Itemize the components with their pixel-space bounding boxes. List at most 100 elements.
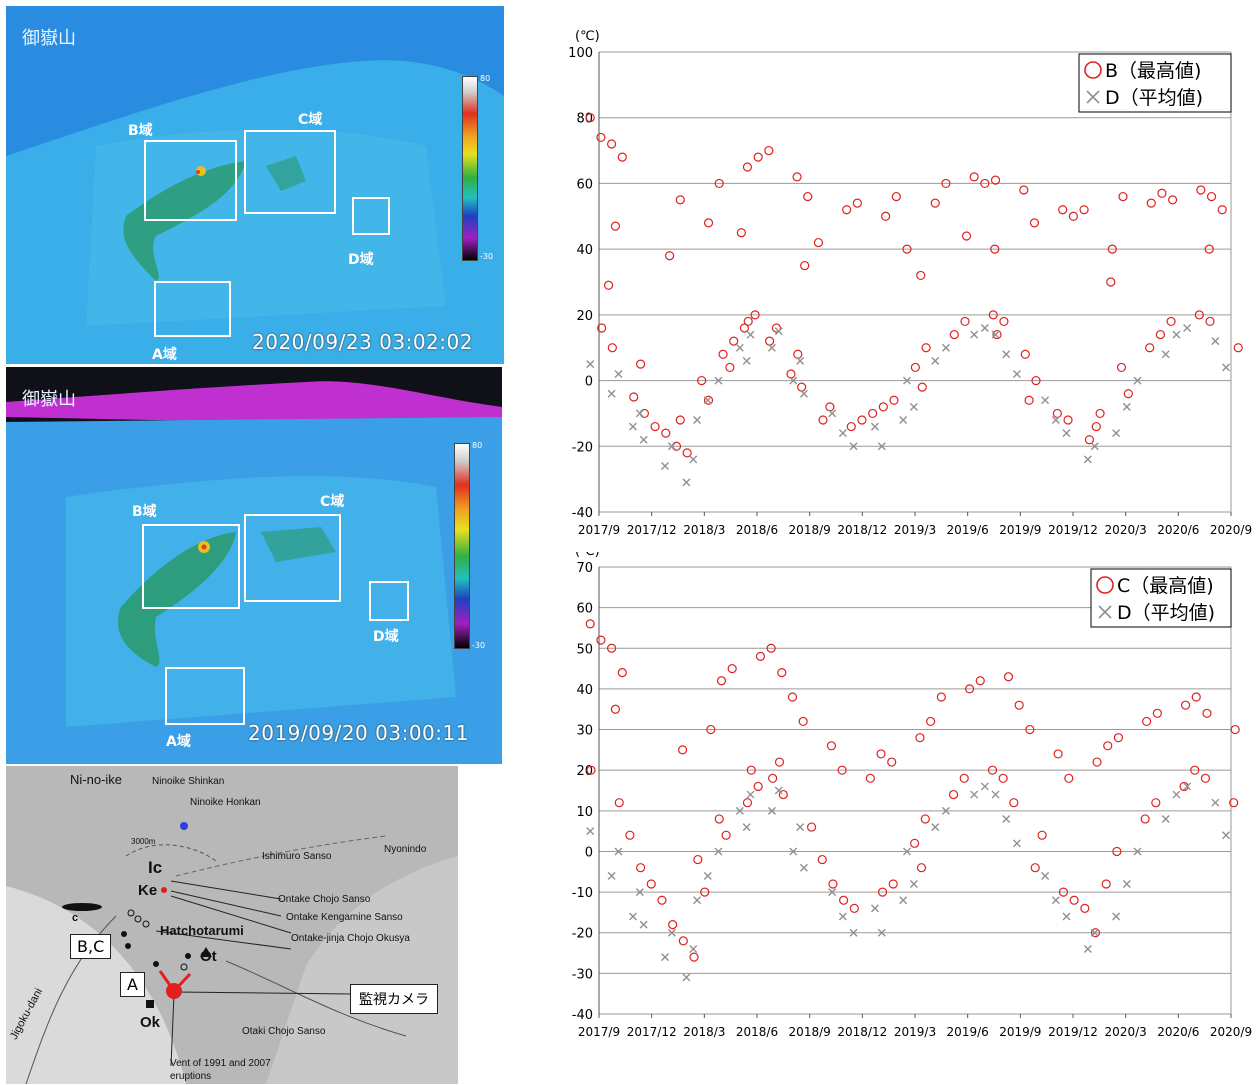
data-point-max: [1092, 757, 1102, 767]
x-tick-label: 2017/9: [578, 1025, 620, 1039]
data-point-max: [668, 920, 678, 930]
data-point-avg: [607, 389, 616, 398]
data-point-max: [1058, 887, 1069, 897]
data-point-avg: [714, 847, 723, 856]
data-point-max: [778, 789, 788, 800]
data-point-max: [661, 428, 671, 438]
data-point-max: [617, 668, 627, 678]
data-point-max: [852, 198, 862, 208]
data-point-avg: [693, 896, 702, 905]
data-point-avg: [909, 402, 918, 411]
label-chojo-sanso: Ontake Chojo Sanso: [278, 894, 371, 905]
data-point-avg: [849, 442, 858, 451]
data-point-avg: [682, 973, 691, 982]
x-tick-label: 2019/9: [999, 523, 1041, 537]
map-terrain: [6, 766, 458, 1084]
data-point-max: [629, 392, 639, 402]
data-point-max: [992, 329, 1002, 340]
data-point-avg: [1183, 782, 1192, 791]
data-point-max: [1217, 205, 1227, 215]
data-point-max: [842, 205, 852, 215]
data-point-avg: [870, 904, 879, 913]
region-a-label: A域: [152, 347, 177, 363]
data-point-max: [693, 854, 703, 865]
data-point-max: [665, 251, 675, 261]
data-point-max: [868, 408, 878, 419]
data-point-max: [916, 863, 927, 873]
data-point-max: [729, 336, 739, 346]
data-point-max: [617, 152, 627, 162]
x-tick-label: 2018/6: [736, 523, 778, 537]
data-point-max: [750, 310, 760, 320]
data-point-avg: [767, 343, 776, 352]
data-point-max: [1020, 349, 1030, 359]
data-point-max: [766, 643, 776, 653]
data-point-avg: [796, 823, 805, 832]
data-point-avg: [1172, 790, 1181, 799]
data-point-avg: [689, 944, 698, 953]
x-tick-label: 2017/12: [627, 523, 677, 537]
label-ot: Ot: [200, 948, 217, 965]
label-c: c: [72, 912, 79, 924]
data-point-max: [753, 781, 763, 792]
data-point-max: [1101, 879, 1111, 889]
x-tick-label: 2020/9: [1210, 1025, 1252, 1039]
y-tick-label: 100: [568, 46, 593, 61]
label-ni-no-ike: Ni-no-ike: [70, 772, 123, 787]
data-point-max: [1196, 185, 1206, 195]
y-tick-label: 50: [576, 642, 593, 657]
y-tick-label: 40: [576, 243, 593, 258]
data-point-avg: [1041, 396, 1050, 405]
region-a-label: A域: [166, 734, 191, 750]
data-point-max: [1233, 343, 1243, 353]
data-point-max: [736, 228, 746, 238]
data-point-avg: [828, 888, 837, 897]
data-point-max: [1140, 814, 1150, 824]
x-tick-label: 2019/12: [1048, 1025, 1098, 1039]
data-point-max: [753, 152, 763, 162]
data-point-max: [675, 415, 685, 425]
data-point-max: [1029, 218, 1040, 228]
label-ke: Ke: [138, 882, 158, 899]
thermal-scene-2019: [6, 367, 502, 764]
data-point-max: [603, 280, 614, 290]
data-point-avg: [899, 896, 908, 905]
colorbar-min: -30: [472, 641, 486, 650]
data-point-avg: [970, 330, 979, 339]
data-point-avg: [661, 953, 670, 962]
data-point-max: [606, 643, 617, 653]
data-point-max: [910, 362, 920, 373]
data-point-avg: [1122, 402, 1131, 411]
data-point-max: [714, 814, 724, 824]
data-point-max: [1145, 343, 1155, 353]
data-point-avg: [693, 416, 702, 424]
x-tick-label: 2020/9: [1210, 523, 1252, 537]
x-tick-label: 2018/3: [683, 1025, 725, 1039]
timestamp: 2020/09/23 03:02:02: [252, 330, 473, 354]
data-point-max: [1058, 205, 1068, 215]
location-map: Ni-no-ike Ninoike Shinkan Ninoike Honkan…: [6, 766, 458, 1084]
data-point-max: [677, 745, 688, 755]
data-point-max: [916, 270, 926, 281]
data-point-avg: [774, 786, 783, 795]
data-point-avg: [1172, 330, 1181, 339]
data-point-max: [1123, 389, 1133, 399]
data-point-max: [703, 395, 714, 405]
x-tick-label: 2019/9: [999, 1025, 1041, 1039]
data-point-max: [806, 822, 817, 832]
region-d-label: D域: [348, 252, 374, 268]
label-jinja: Ontake-jinja Chojo Okusya: [291, 933, 410, 944]
data-point-avg: [1012, 839, 1021, 848]
data-point-max: [1019, 185, 1029, 195]
data-point-max: [597, 323, 607, 333]
y-tick-label: 20: [576, 764, 593, 779]
y-axis-label: (℃): [575, 29, 600, 44]
data-point-avg: [1062, 429, 1071, 438]
data-point-avg: [931, 356, 940, 365]
data-point-max: [998, 773, 1008, 783]
chart-region-b: -40 -20 0 20 40 60 80 100 (℃) 2017/9 2017/12 2018/3…: [568, 29, 1252, 537]
data-point-max: [969, 172, 979, 182]
x-tick-label: 2019/12: [1048, 523, 1098, 537]
region-c-label: C域: [320, 494, 345, 510]
data-point-max: [739, 323, 750, 333]
